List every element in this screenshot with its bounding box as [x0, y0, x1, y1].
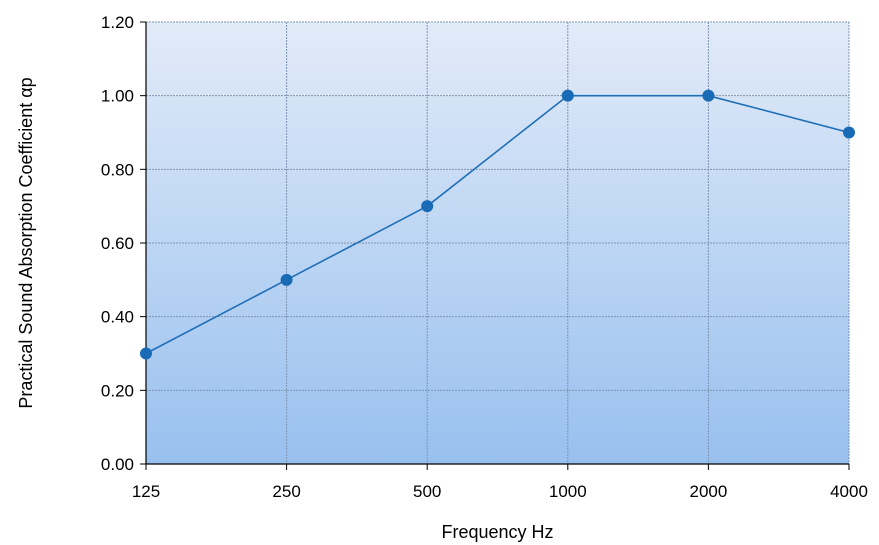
y-tick-label: 0.00	[101, 455, 134, 474]
y-tick-label: 0.40	[101, 308, 134, 327]
y-tick-label: 1.20	[101, 13, 134, 32]
y-tick-label: 0.20	[101, 381, 134, 400]
axes	[140, 21, 850, 470]
data-point	[843, 126, 855, 139]
tick-labels: 0.00 0.20 0.40 0.60 0.80 1.00 1.20 125 250 500 100…	[101, 13, 868, 501]
y-axis-title: Practical Sound Absorption Coefficient α…	[16, 77, 36, 408]
y-tick-label: 0.80	[101, 160, 134, 179]
data-point	[561, 89, 574, 102]
x-tick-label: 1000	[549, 482, 587, 501]
x-tick-label: 4000	[830, 482, 868, 501]
x-tick-label: 250	[272, 482, 300, 501]
series-line	[145, 94, 850, 355]
x-axis-title: Frequency Hz	[441, 522, 553, 542]
x-tick-label: 2000	[689, 482, 727, 501]
x-tick-label: 500	[413, 482, 441, 501]
data-point	[140, 347, 152, 360]
y-tick-label: 0.60	[101, 234, 134, 253]
series	[140, 89, 855, 360]
data-point	[702, 89, 715, 102]
y-tick-label: 1.00	[101, 87, 134, 106]
x-tick-label: 125	[132, 482, 160, 501]
data-point	[421, 200, 434, 213]
data-point	[280, 273, 293, 286]
